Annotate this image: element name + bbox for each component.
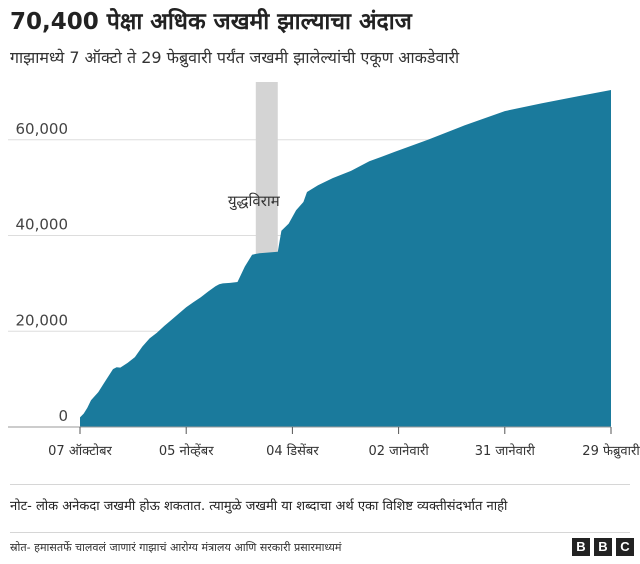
x-tick-label: 07 ऑक्टोबर — [48, 443, 112, 459]
divider-bottom — [10, 532, 630, 533]
y-tick-label: 40,000 — [16, 216, 69, 234]
x-tick-label: 04 डिसेंबर — [266, 443, 319, 459]
annotation: युद्धविराम — [228, 192, 281, 211]
y-tick-label: 0 — [58, 407, 68, 425]
area-layer — [8, 90, 611, 428]
chart-subtitle: गाझामध्ये 7 ऑक्टो ते 29 फेब्रुवारी पर्यं… — [10, 48, 460, 67]
chart-title: 70,400 पेक्षा अधिक जखमी झाल्याचा अंदाज — [10, 9, 412, 35]
y-axis: 0 20,000 40,000 60,000 — [16, 120, 69, 425]
source-text: स्रोत- हमासतर्फे चालवलं जाणारं गाझाचं आर… — [10, 541, 342, 554]
chart-note: नोट- लोक अनेकदा जखमी होऊ शकतात. त्यामुळे… — [10, 499, 508, 514]
bbc-logo: B B C — [572, 538, 634, 556]
y-tick-label: 60,000 — [16, 120, 69, 138]
logo-letter: C — [616, 538, 634, 556]
injured-area — [80, 90, 611, 427]
x-tick-label: 05 नोव्हेंबर — [159, 443, 214, 459]
x-tick-label: 31 जानेवारी — [475, 443, 536, 459]
truce-label: युद्धविराम — [228, 192, 281, 211]
y-tick-label: 20,000 — [16, 311, 69, 329]
area-chart: 0 20,000 40,000 60,000 07 ऑक्टोबर 05 नोव्हें… — [8, 82, 640, 459]
logo-letter: B — [572, 538, 590, 556]
x-axis: 07 ऑक्टोबर 05 नोव्हेंबर 04 डिसेंबर 02 जानेव… — [48, 427, 640, 459]
x-tick-label: 29 फेब्रुवारी — [582, 443, 640, 459]
logo-letter: B — [594, 538, 612, 556]
x-tick-label: 02 जानेवारी — [369, 443, 430, 459]
divider-top — [10, 484, 630, 485]
